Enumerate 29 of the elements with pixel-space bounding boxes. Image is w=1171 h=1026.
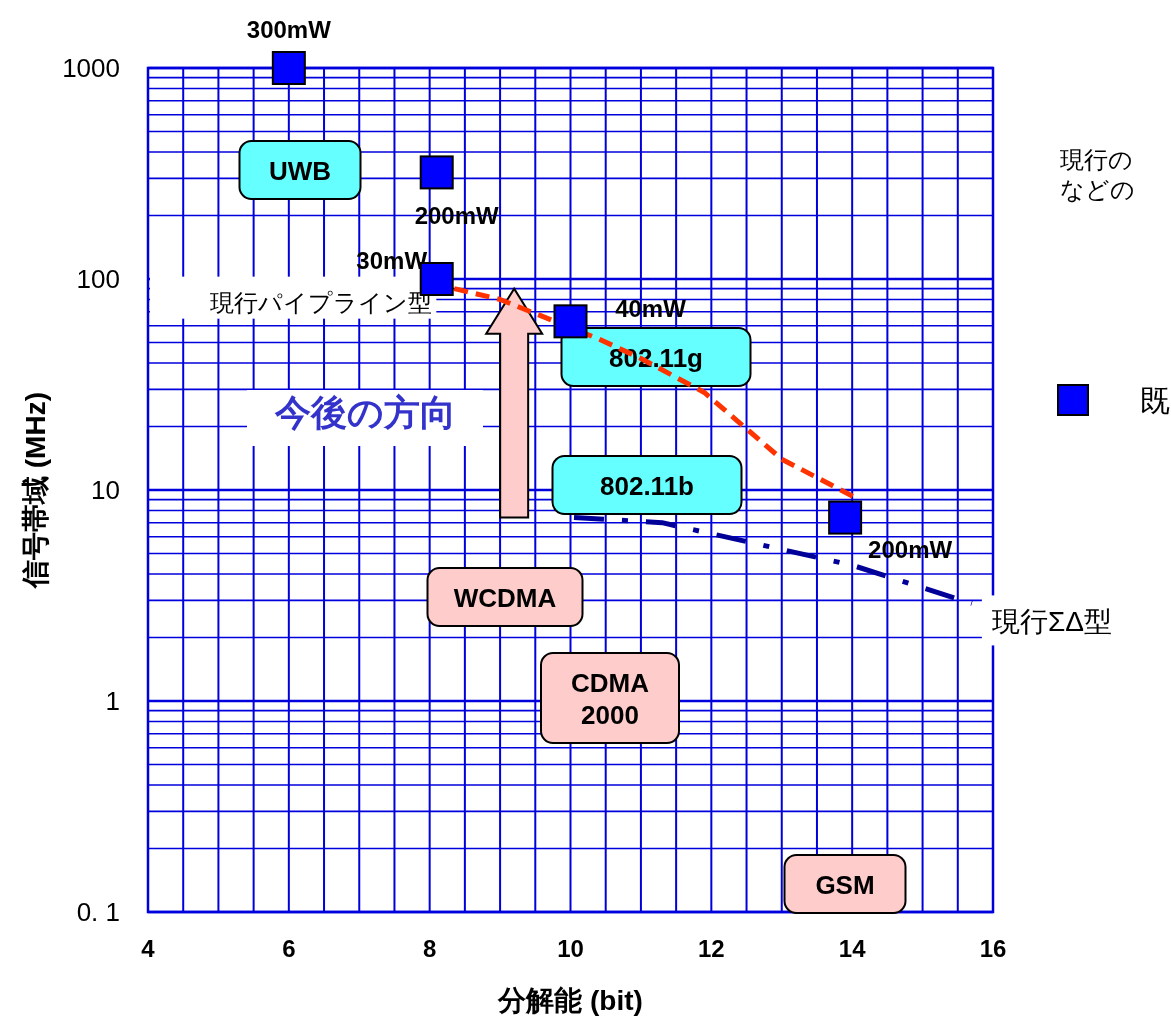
annotation: 300mW [246, 16, 332, 43]
x-tick-label: 10 [557, 935, 584, 962]
annotation: 802.11b [600, 471, 694, 501]
y-tick-label: 0. 1 [76, 897, 120, 927]
annotation: GSM [815, 870, 875, 900]
y-axis-title: 信号帯域 (MHz) [20, 392, 51, 589]
annotation: WCDMA [453, 583, 557, 613]
x-tick-label: 8 [422, 935, 437, 962]
point [419, 155, 454, 190]
x-tick-label: 12 [697, 935, 725, 962]
x-tick-label: 6 [282, 935, 296, 962]
x-tick-label: 4 [141, 935, 156, 962]
legend-label: 既 [1140, 384, 1170, 417]
series-label: 現行ΣΔ型 [991, 606, 1112, 638]
y-tick-label: 1000 [62, 53, 120, 83]
x-axis-title: 分解能 (bit) [497, 985, 643, 1016]
annotation: 今後の方向 [273, 392, 456, 433]
annotation: CDMA 2000 [571, 668, 650, 730]
annotation: UWB [268, 156, 332, 186]
point [553, 304, 588, 339]
y-tick-label: 10 [91, 475, 120, 505]
x-tick-label: 16 [979, 935, 1007, 962]
text: 現行の [1060, 146, 1133, 173]
point [271, 51, 306, 85]
y-tick-label: 1 [105, 686, 120, 716]
point [828, 500, 863, 535]
y-tick-label: 100 [76, 264, 120, 294]
text: などの [1060, 176, 1135, 203]
x-tick-label: 14 [838, 935, 867, 962]
